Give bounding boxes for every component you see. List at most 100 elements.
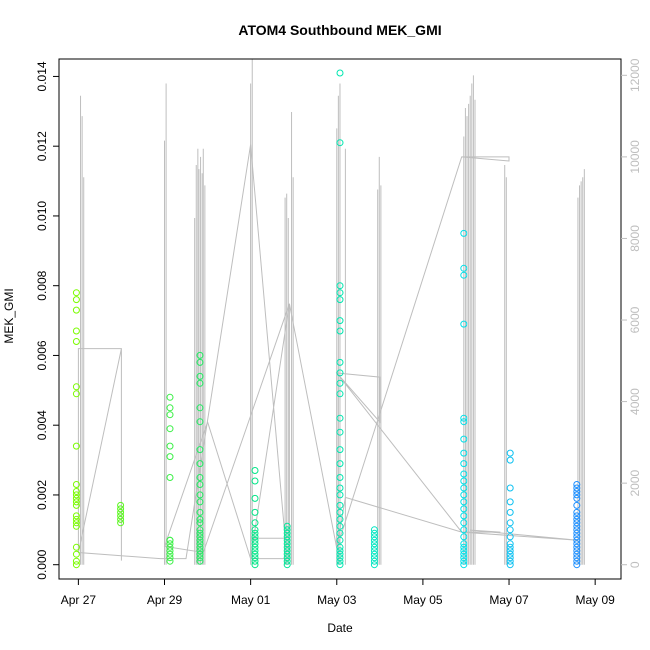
y2-tick-label: 4000 (628, 388, 642, 415)
data-point (283, 536, 291, 544)
x-axis: Apr 27 Apr 29 May 01 May 03 May 05 May 07 May … (61, 579, 615, 607)
data-point (283, 533, 291, 541)
y-tick-label: 0.000 (35, 549, 49, 579)
data-point (196, 379, 204, 387)
data-point (196, 491, 204, 499)
data-point (72, 522, 80, 530)
data-point (336, 543, 344, 551)
plot-box (58, 58, 622, 580)
data-point (72, 296, 80, 304)
data-point (336, 501, 344, 509)
data-point (460, 519, 468, 527)
data-point (166, 550, 174, 558)
data-point (336, 474, 344, 481)
x-tick-label: May 03 (317, 593, 357, 607)
data-point (72, 442, 80, 450)
data-point (573, 512, 581, 520)
data-point (196, 533, 204, 541)
data-point (573, 484, 581, 492)
data-point (196, 547, 204, 555)
data-point (460, 229, 468, 237)
y-tick-label: 0.010 (35, 201, 49, 231)
data-point (283, 550, 291, 558)
data-point (506, 449, 514, 457)
data-point (196, 508, 204, 516)
data-point (336, 327, 344, 335)
data-point (506, 484, 514, 492)
data-point (251, 554, 259, 562)
data-point (506, 543, 514, 551)
data-point (166, 442, 174, 450)
y2-tick-label: 12000 (628, 58, 642, 92)
data-point (283, 529, 291, 537)
data-point (251, 540, 259, 548)
data-point (251, 519, 259, 527)
y-tick-label: 0.002 (35, 480, 49, 510)
data-point (166, 547, 174, 555)
data-point (370, 543, 378, 551)
data-point (460, 470, 468, 478)
data-point (196, 498, 204, 506)
data-point (370, 526, 378, 534)
data-point (72, 481, 80, 488)
data-point (283, 561, 291, 569)
data-point (196, 460, 204, 468)
data-point (506, 557, 514, 565)
data-point (460, 547, 468, 555)
data-point (196, 540, 204, 548)
data-point (72, 519, 80, 527)
data-point (251, 494, 259, 502)
data-point (72, 501, 80, 509)
y2-tick-label: 0 (628, 561, 642, 568)
data-point (196, 404, 204, 412)
y2-tick-label: 10000 (628, 140, 642, 174)
data-point (370, 540, 378, 548)
data-point (72, 491, 80, 499)
data-point (72, 488, 80, 495)
data-point (460, 554, 468, 562)
data-point (573, 550, 581, 558)
data-point (460, 484, 468, 492)
data-point (460, 460, 468, 468)
data-point (251, 467, 259, 474)
data-point (166, 543, 174, 551)
data-point (336, 484, 344, 492)
data-point (251, 536, 259, 544)
data-point (166, 474, 174, 481)
data-point (283, 540, 291, 548)
data-point (573, 515, 581, 523)
data-point (117, 501, 125, 509)
data-point (251, 547, 259, 555)
data-point (336, 460, 344, 468)
x-tick-label: Apr 29 (147, 593, 183, 607)
data-point (336, 139, 344, 147)
data-point (166, 540, 174, 548)
data-point (72, 390, 80, 398)
y2-tick-label: 2000 (628, 469, 642, 496)
data-point (166, 411, 174, 419)
data-point (506, 508, 514, 516)
data-point (336, 557, 344, 565)
data-point (196, 536, 204, 544)
data-point (336, 561, 344, 569)
data-point (573, 494, 581, 502)
data-point (251, 561, 259, 569)
data-point (196, 557, 204, 565)
data-point (573, 481, 581, 488)
data-point (72, 383, 80, 391)
data-point (460, 414, 468, 422)
data-point (460, 435, 468, 443)
data-point (283, 554, 291, 562)
data-point (336, 282, 344, 290)
secondary-line (77, 144, 578, 561)
y-tick-label: 0.004 (35, 410, 49, 440)
data-point (166, 536, 174, 544)
data-point (336, 296, 344, 304)
data-point (72, 561, 80, 569)
data-point (72, 543, 80, 551)
data-point (573, 491, 581, 499)
data-point (72, 550, 80, 558)
data-point (336, 369, 344, 377)
data-point (117, 519, 125, 527)
data-point (166, 453, 174, 461)
